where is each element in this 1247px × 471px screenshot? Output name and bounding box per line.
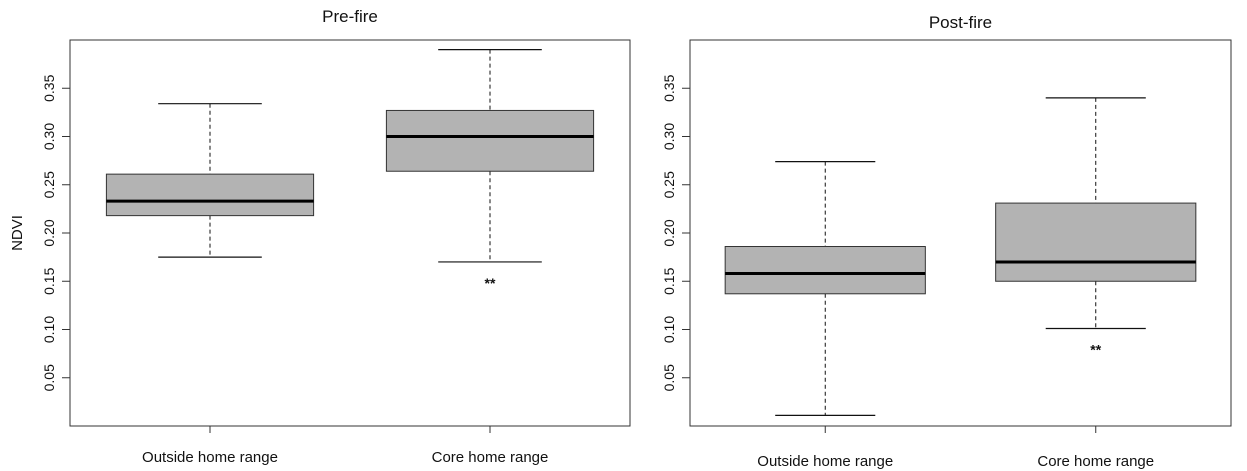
- chart-title: Post-fire: [929, 13, 992, 32]
- y-tick-label: 0.20: [41, 219, 57, 246]
- iqr-box: [995, 202, 1197, 282]
- y-tick-label: 0.30: [661, 123, 677, 150]
- box-outside-home-range: [724, 160, 926, 416]
- y-tick-label: 0.05: [661, 364, 677, 391]
- y-tick-label: 0.15: [661, 267, 677, 294]
- significance-annotation: **: [1090, 342, 1101, 358]
- y-tick-label: 0.10: [661, 316, 677, 343]
- iqr-box: [385, 109, 595, 172]
- panel-pre-fire: Pre-fire NDVI 0.05 0.10 0.15 0.20 0.25 0.30 0.35…: [9, 7, 631, 466]
- y-tick-label: 0.10: [41, 316, 57, 343]
- y-tick-label: 0.20: [661, 219, 677, 246]
- box-outside-home-range: [105, 103, 315, 258]
- y-axis-label: NDVI: [9, 215, 26, 251]
- y-tick-label: 0.25: [41, 171, 57, 198]
- x-category-label: Outside home range: [142, 449, 278, 466]
- x-category-label: Core home range: [432, 449, 549, 466]
- chart-title: Pre-fire: [322, 7, 378, 26]
- x-category-label: Outside home range: [757, 453, 893, 470]
- y-tick-label: 0.15: [41, 267, 57, 294]
- y-tick-label: 0.05: [41, 364, 57, 391]
- box-core-home-range: **: [995, 97, 1197, 358]
- plot-frame: [69, 39, 631, 427]
- iqr-box: [724, 246, 926, 295]
- y-tick-label: 0.35: [41, 74, 57, 101]
- x-category-label: Core home range: [1037, 453, 1154, 470]
- y-tick-label: 0.25: [661, 171, 677, 198]
- y-tick-label: 0.35: [661, 74, 677, 101]
- box-core-home-range: **: [385, 49, 595, 291]
- panel-post-fire: Post-fire 0.05 0.10 0.15 0.20 0.25 0.30 0.35 Out…: [661, 13, 1232, 470]
- significance-annotation: **: [485, 275, 496, 291]
- y-tick-label: 0.30: [41, 123, 57, 150]
- iqr-box: [105, 173, 315, 217]
